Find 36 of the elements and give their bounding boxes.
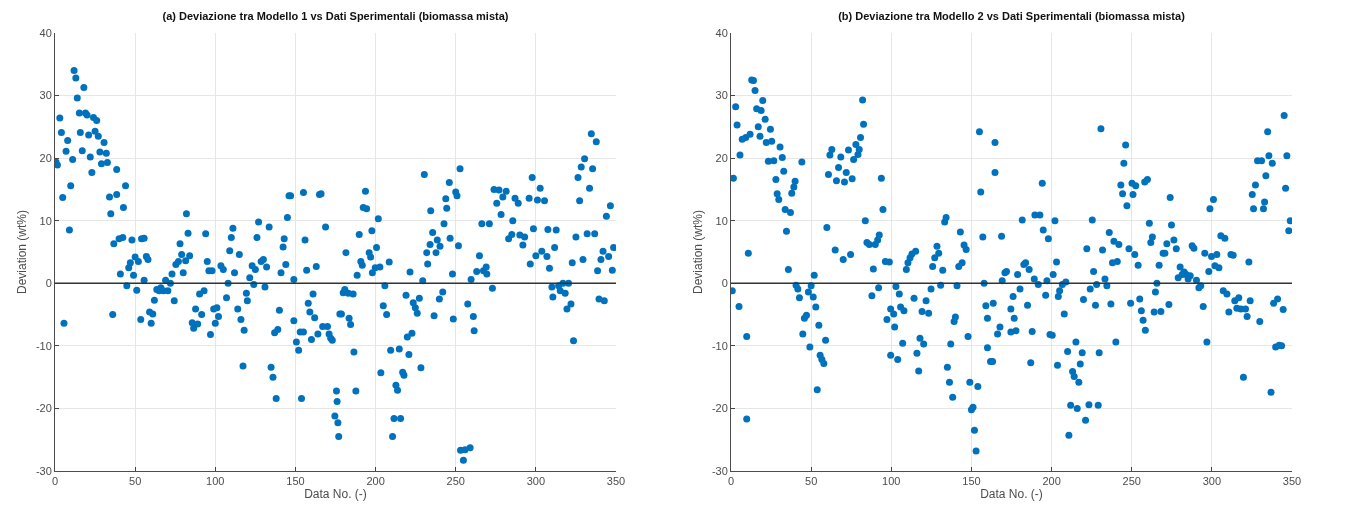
chart-title: (b) Deviazione tra Modello 2 vs Dati Sperimentali (biomassa mista) bbox=[838, 9, 1186, 22]
x-tick-label: 350 bbox=[606, 475, 626, 488]
y-axis-title: Deviation (wt%) bbox=[15, 209, 30, 295]
y-tick-label: 20 bbox=[715, 151, 728, 164]
y-tick-label: -20 bbox=[711, 402, 728, 415]
y-axis-title: Deviation (wt%) bbox=[691, 209, 706, 295]
x-tick-label: 100 bbox=[206, 475, 225, 488]
x-tick-label: 300 bbox=[1202, 475, 1222, 488]
y-tick-label: -30 bbox=[35, 464, 52, 477]
y-tick-label: -10 bbox=[35, 339, 52, 352]
y-tick-label: 30 bbox=[715, 89, 728, 102]
y-tick-label: 40 bbox=[715, 26, 728, 39]
x-axis-title: Data No. (-) bbox=[304, 487, 367, 502]
y-tick-label: -30 bbox=[711, 464, 728, 477]
x-tick-label: 200 bbox=[366, 475, 385, 488]
y-tick-label: -20 bbox=[35, 402, 52, 415]
y-tick-label: 0 bbox=[45, 277, 52, 290]
x-tick-label: 250 bbox=[1122, 475, 1141, 488]
x-axis-title: Data No. (-) bbox=[980, 487, 1043, 502]
x-tick-label: 50 bbox=[805, 475, 818, 488]
y-tick-label: 10 bbox=[715, 214, 728, 227]
y-tick-label: 40 bbox=[39, 26, 52, 39]
y-tick-label: 20 bbox=[39, 151, 52, 164]
x-tick-label: 150 bbox=[962, 475, 981, 488]
x-tick-label: 250 bbox=[446, 475, 465, 488]
x-tick-label: 100 bbox=[882, 475, 901, 488]
y-tick-label: 0 bbox=[721, 277, 728, 290]
x-tick-label: 300 bbox=[526, 475, 546, 488]
x-tick-label: 200 bbox=[1042, 475, 1061, 488]
x-tick-label: 350 bbox=[1282, 475, 1302, 488]
y-tick-label: -10 bbox=[711, 339, 728, 352]
chart-title: (a) Deviazione tra Modello 1 vs Dati Sperimentali (biomassa mista) bbox=[162, 9, 509, 22]
y-tick-label: 10 bbox=[39, 214, 52, 227]
y-tick-label: 30 bbox=[39, 89, 52, 102]
x-tick-label: 150 bbox=[286, 475, 305, 488]
x-tick-label: 50 bbox=[129, 475, 142, 488]
